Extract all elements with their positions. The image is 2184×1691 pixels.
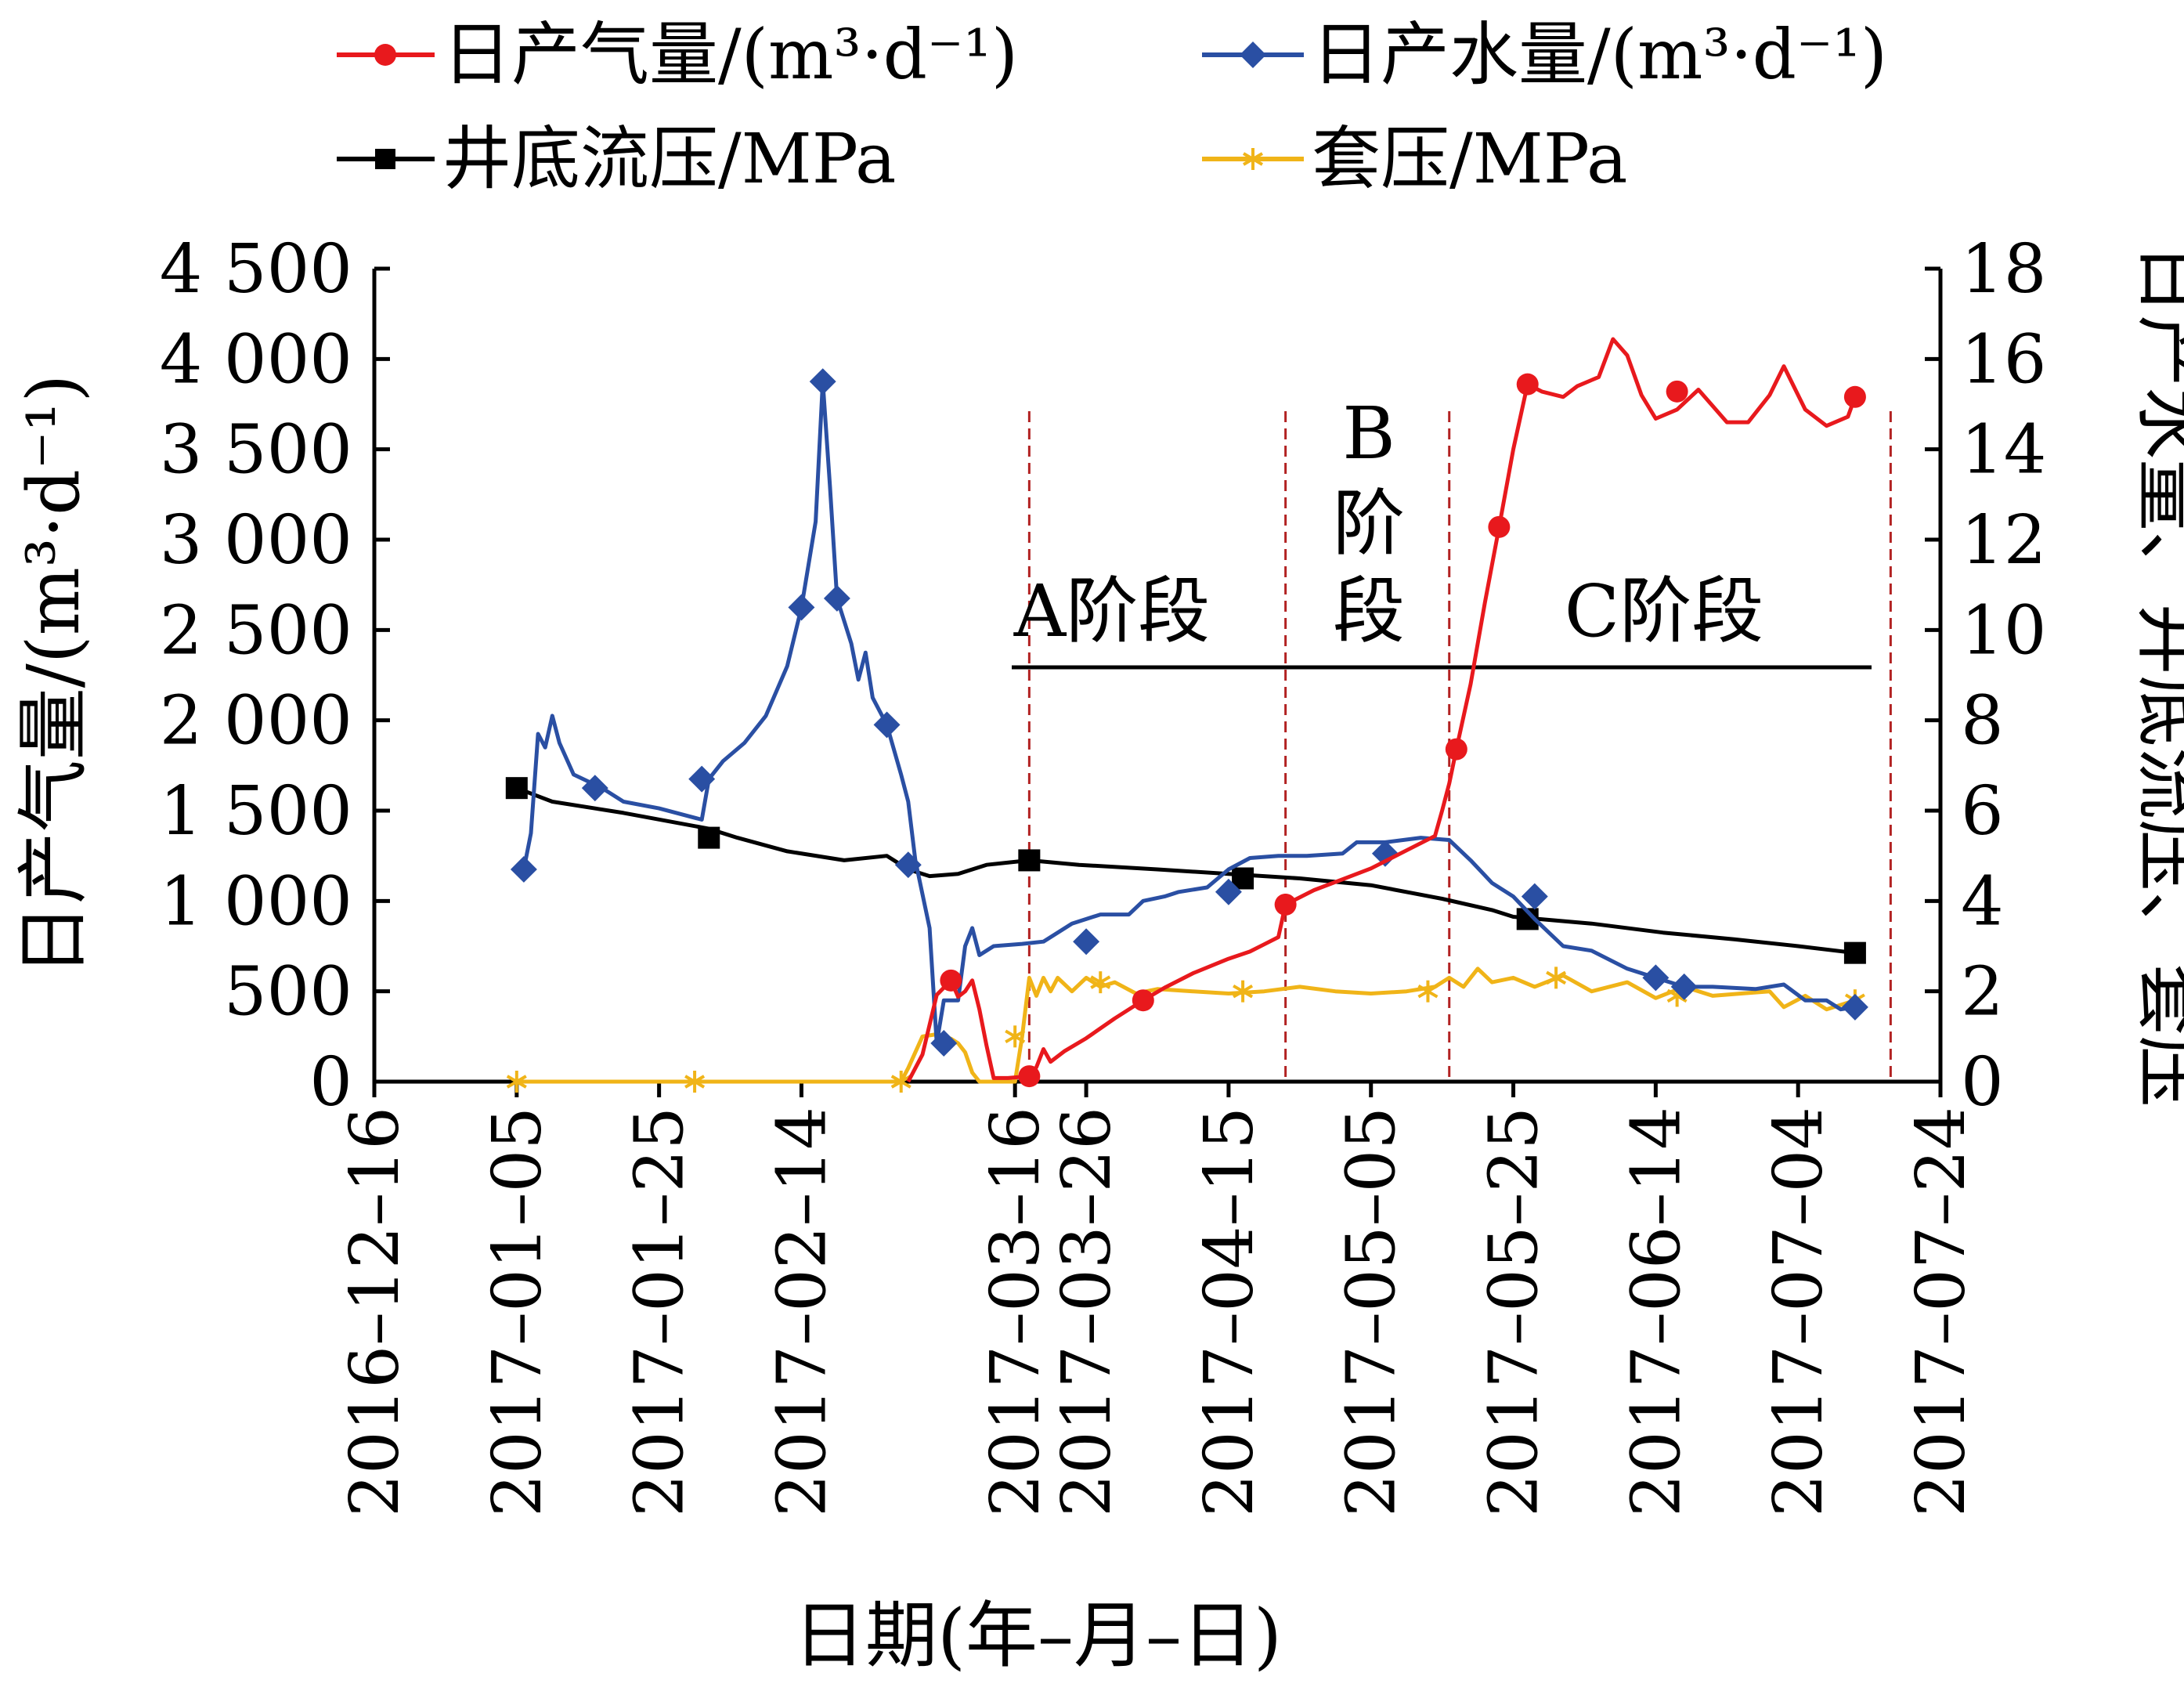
y-left-tick-label: 3 000: [160, 501, 352, 580]
gas-point: [1132, 989, 1154, 1012]
bhp-point: [698, 826, 720, 849]
y-axis-left-title: 日产气量/(m³·d⁻¹): [12, 374, 96, 976]
x-tick-label: 2016–12–16: [336, 1107, 414, 1517]
water-point: [688, 765, 716, 793]
water-point: [581, 775, 608, 802]
x-tick-label: 2017–07–24: [1902, 1107, 1980, 1517]
gas-point: [1445, 738, 1467, 761]
water-point: [873, 711, 901, 739]
y-axis-right-title: 日产水量、井底流压、套压: [2128, 243, 2184, 1107]
legend-casing-marker: [1242, 148, 1264, 170]
series: [505, 337, 1868, 1093]
y-right-tick-label: 14: [1961, 411, 2046, 490]
y-left-tick-label: 4 000: [160, 320, 352, 399]
x-tick-label: 2017–03–26: [1048, 1107, 1126, 1517]
series-gas-line: [906, 337, 1857, 1083]
legend-casing-label: 套压/MPa: [1312, 118, 1627, 199]
water-point: [1073, 928, 1100, 956]
stage-a-label: A阶段: [1013, 569, 1210, 653]
casing-point: [890, 1071, 912, 1093]
stage-b-char-2: 段: [1333, 569, 1405, 653]
legend-gas-label: 日产气量/(m³·d⁻¹): [442, 14, 1018, 95]
water-point: [823, 584, 850, 612]
x-tick-label: 2017–01–25: [621, 1107, 699, 1517]
stage-b-char-1: 阶: [1333, 482, 1405, 565]
y-right-tick-label: 2: [1961, 953, 2004, 1032]
casing-point: [506, 1071, 527, 1093]
y-left-tick-label: 1 000: [160, 862, 352, 941]
water-point: [1371, 840, 1399, 867]
x-tick-label: 2017–04–15: [1190, 1107, 1269, 1517]
x-tick-label: 2017–05–25: [1475, 1107, 1554, 1517]
water-point: [510, 855, 537, 883]
y-left-tick-label: 2 000: [160, 682, 352, 761]
series-water-line: [522, 379, 1856, 1046]
bhp-point: [1018, 849, 1041, 872]
y-right-tick-label: 8: [1961, 682, 2004, 761]
casing-point: [1005, 1025, 1026, 1048]
y-left-tick-label: 1 500: [160, 772, 352, 851]
water-point: [1521, 883, 1548, 910]
bhp-point: [505, 777, 528, 800]
series-gas: [906, 337, 1866, 1088]
x-tick-label: 2017–07–04: [1760, 1107, 1838, 1517]
y-right-tick-label: 12: [1961, 501, 2046, 580]
water-point: [1215, 878, 1242, 905]
y-right-tick-label: 6: [1961, 772, 2004, 851]
y-right-tick-label: 4: [1961, 862, 2004, 941]
water-point: [809, 368, 836, 396]
water-point: [1841, 993, 1868, 1021]
x-tick-label: 2017–05–05: [1333, 1107, 1411, 1517]
water-point: [1670, 973, 1698, 1000]
gas-point: [940, 969, 962, 992]
casing-point: [1417, 980, 1439, 1003]
water-point: [894, 851, 922, 879]
bhp-point: [1843, 941, 1866, 964]
gas-point: [1274, 893, 1297, 916]
gas-point: [1488, 515, 1511, 538]
water-point: [788, 594, 815, 621]
legend: 日产气量/(m³·d⁻¹) 日产水量/(m³·d⁻¹) 井底流压/MPa 套压/…: [337, 14, 1887, 199]
x-tick-label: 2017–01–05: [478, 1107, 557, 1517]
y-right-tick-label: 16: [1961, 320, 2046, 399]
series-casing-line: [516, 967, 1856, 1084]
y-right-tick-label: 0: [1961, 1043, 2004, 1122]
y-left-tick-label: 500: [224, 953, 352, 1032]
y-left-tick-label: 0: [309, 1043, 352, 1122]
y-right-tick-label: 10: [1961, 591, 2046, 670]
ticks: 2016–12–16 2017–01–05 2017–01–25 2017–02–14…: [160, 230, 2047, 1517]
stage-b-letter: B: [1342, 392, 1395, 475]
y-left-tick-label: 3 500: [160, 411, 352, 490]
legend-water-marker: [1240, 42, 1266, 68]
x-axis-title: 日期(年–月–日): [793, 1594, 1282, 1678]
stage-annotations: A阶段 B 阶 段 C阶段: [1012, 392, 1872, 670]
series-bhp: [505, 777, 1866, 964]
gas-point: [1843, 385, 1866, 408]
water-point: [930, 1030, 958, 1057]
legend-water-label: 日产水量/(m³·d⁻¹): [1312, 14, 1887, 95]
series-water: [510, 368, 1868, 1057]
plot-frame: [372, 269, 1943, 1084]
legend-gas-marker: [374, 44, 396, 66]
stage-c-label: C阶段: [1565, 569, 1763, 653]
y-left-tick-label: 2 500: [160, 591, 352, 670]
casing-point: [684, 1071, 706, 1093]
y-left-tick-label: 4 500: [160, 230, 352, 309]
gas-point: [1516, 373, 1539, 396]
legend-bhp-marker: [375, 149, 395, 169]
casing-point: [1546, 967, 1567, 989]
series-bhp-line: [515, 786, 1856, 956]
gas-point: [1018, 1065, 1041, 1088]
x-tick-label: 2017–03–16: [976, 1107, 1055, 1517]
y-right-tick-label: 18: [1961, 230, 2046, 309]
casing-point: [1233, 980, 1254, 1003]
water-point: [1642, 964, 1670, 992]
x-tick-label: 2017–06–14: [1617, 1107, 1695, 1517]
legend-bhp-label: 井底流压/MPa: [442, 118, 896, 199]
x-tick-label: 2017–02–14: [763, 1107, 841, 1517]
gas-point: [1666, 380, 1688, 403]
casing-point: [1090, 971, 1111, 994]
